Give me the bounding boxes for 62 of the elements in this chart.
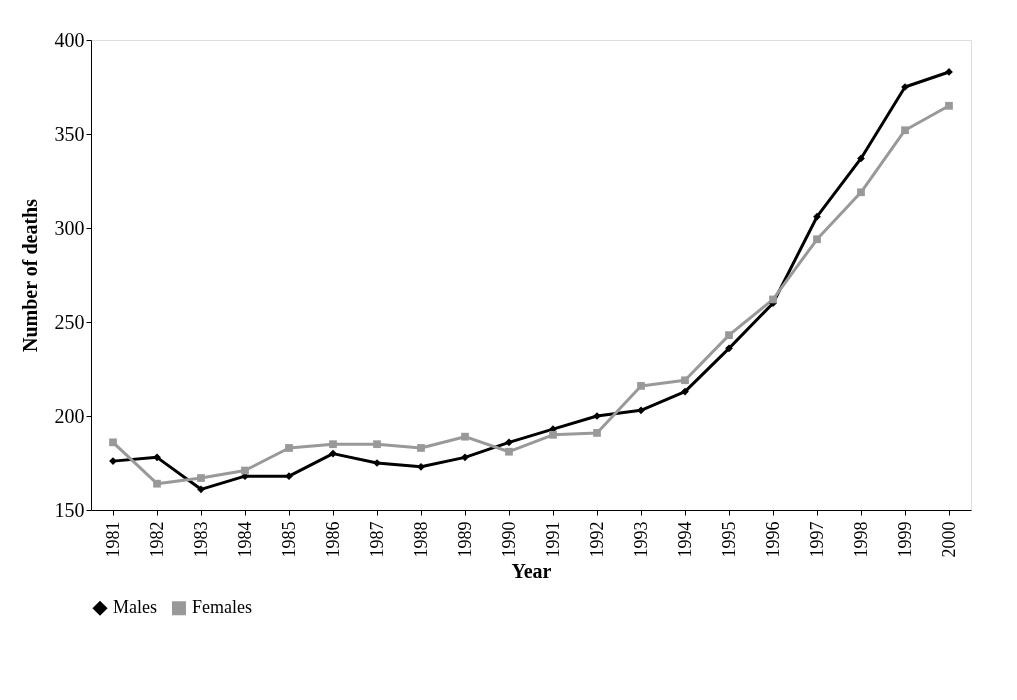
point bbox=[725, 331, 733, 340]
x-tick-label: 1991 bbox=[542, 521, 563, 558]
point bbox=[857, 154, 865, 163]
point bbox=[241, 466, 249, 475]
point bbox=[153, 479, 161, 488]
x-tick-label: 1995 bbox=[718, 521, 739, 558]
point bbox=[417, 444, 425, 452]
x-tick-label: 1996 bbox=[762, 521, 783, 558]
x-tick-label: 2000 bbox=[938, 521, 959, 558]
point bbox=[505, 447, 513, 456]
point bbox=[197, 474, 205, 482]
point bbox=[285, 472, 293, 481]
x-tick-label: 1997 bbox=[806, 521, 827, 558]
legend-label: Females bbox=[192, 597, 252, 618]
y-tick-label: 250 bbox=[54, 310, 85, 333]
x-tick-label: 1984 bbox=[234, 521, 255, 558]
y-tick-label: 300 bbox=[54, 216, 85, 239]
legend-label: Males bbox=[113, 597, 157, 618]
x-tick-label: 1988 bbox=[410, 521, 431, 558]
x-tick-label: 1999 bbox=[894, 521, 915, 558]
point bbox=[637, 382, 645, 390]
x-tick-label: 1998 bbox=[850, 521, 871, 558]
x-tick-label: 1985 bbox=[278, 521, 299, 558]
y-tick-label: 400 bbox=[54, 28, 85, 51]
point bbox=[769, 295, 777, 304]
point bbox=[813, 235, 821, 244]
y-axis-title: Number of deaths bbox=[18, 198, 41, 352]
x-tick-label: 1982 bbox=[146, 521, 167, 558]
x-tick-label: 1986 bbox=[322, 521, 343, 558]
point bbox=[593, 429, 601, 437]
x-tick-label: 1987 bbox=[366, 521, 387, 558]
y-tick-label: 150 bbox=[54, 498, 85, 521]
point bbox=[329, 440, 337, 449]
point bbox=[857, 188, 865, 197]
x-tick-label: 1994 bbox=[674, 521, 695, 558]
point bbox=[813, 212, 821, 221]
x-tick-label: 1992 bbox=[586, 521, 607, 558]
point bbox=[285, 444, 293, 452]
x-tick-label: 1989 bbox=[454, 521, 475, 558]
y-tick-label: 200 bbox=[54, 404, 85, 427]
point bbox=[417, 462, 425, 471]
point bbox=[197, 485, 205, 494]
point bbox=[725, 344, 733, 353]
x-tick-label: 1981 bbox=[102, 521, 123, 558]
x-tick-label: 1993 bbox=[630, 521, 651, 558]
x-tick-label: 1990 bbox=[498, 521, 519, 558]
point bbox=[329, 449, 337, 458]
point bbox=[681, 376, 689, 385]
y-tick-label: 350 bbox=[54, 122, 85, 145]
point bbox=[901, 126, 909, 135]
point bbox=[549, 430, 557, 439]
point bbox=[637, 406, 645, 415]
point bbox=[153, 453, 161, 462]
point bbox=[945, 101, 953, 110]
point bbox=[373, 440, 381, 449]
point bbox=[505, 438, 513, 447]
x-axis-title: Year bbox=[511, 559, 552, 582]
point bbox=[461, 432, 469, 441]
x-tick-label: 1983 bbox=[190, 521, 211, 558]
point bbox=[681, 387, 689, 396]
point bbox=[461, 453, 469, 462]
point bbox=[109, 438, 117, 447]
